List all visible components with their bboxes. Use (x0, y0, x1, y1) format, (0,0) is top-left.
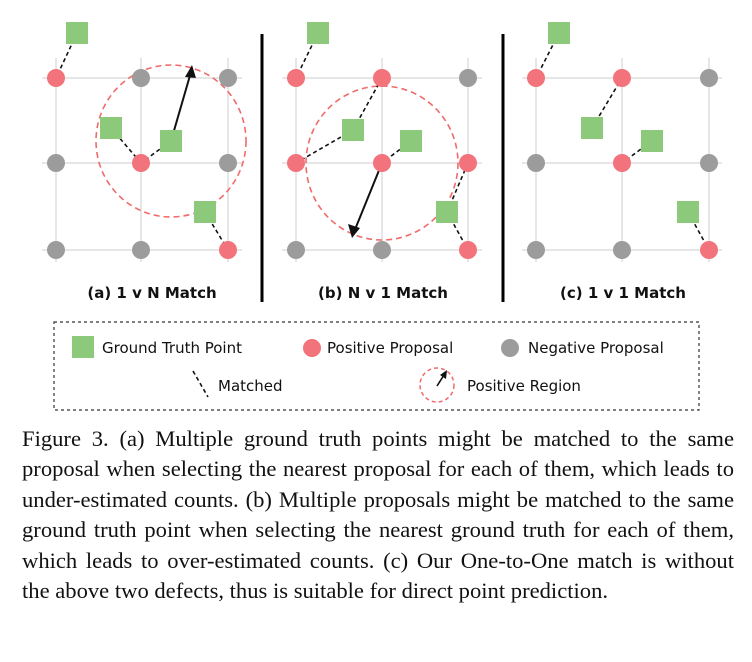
positive-region-icon (419, 367, 455, 403)
legend-box (53, 321, 700, 411)
positive-proposals (527, 69, 718, 259)
legend-negative-proposal: Negative Proposal (528, 339, 664, 357)
legend-positive-region: Positive Region (467, 377, 581, 395)
arrow-head (348, 224, 360, 238)
panel-b: (b) N v 1 Match (282, 22, 482, 302)
region-arrow-head-icon (440, 370, 447, 379)
panel-a-label: (a) 1 v N Match (87, 284, 216, 302)
negative-proposal-icon (501, 339, 519, 357)
ground-truth-points (66, 22, 216, 223)
positive-region (305, 85, 459, 241)
ground-truth-points (548, 22, 699, 223)
legend-ground-truth: Ground Truth Point (102, 339, 242, 357)
matched-line-icon (192, 370, 209, 398)
panel-c: (c) 1 v 1 Match (522, 22, 722, 302)
panel-a: (a) 1 v N Match (42, 22, 247, 302)
legend-positive-proposal: Positive Proposal (327, 339, 453, 357)
negative-proposals (527, 69, 718, 259)
panel-b-label: (b) N v 1 Match (318, 284, 448, 302)
region-radius-arrow (170, 71, 192, 142)
region-radius-arrow (353, 162, 383, 233)
panel-c-label: (c) 1 v 1 Match (560, 284, 686, 302)
figure-caption: Figure 3. (a) Multiple ground truth poin… (22, 426, 734, 604)
legend-matched: Matched (218, 377, 283, 395)
negative-proposals (47, 69, 237, 259)
positive-region (95, 64, 247, 218)
positive-proposal-icon (303, 339, 321, 357)
legend: Ground Truth Point Positive Proposal Neg… (53, 321, 700, 411)
negative-proposals (287, 69, 477, 259)
matching-diagram: (a) 1 v N Match (42, 22, 722, 411)
positive-proposals (287, 69, 477, 259)
ground-truth-points (307, 22, 458, 223)
positive-proposals (47, 69, 237, 259)
ground-truth-icon (72, 336, 94, 358)
arrow-head (185, 65, 196, 78)
